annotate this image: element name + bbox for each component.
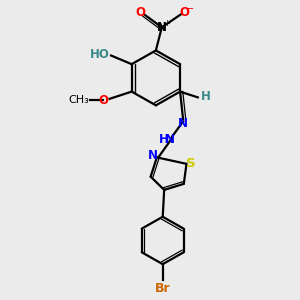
- Text: +: +: [163, 20, 169, 28]
- Text: N: N: [148, 149, 158, 162]
- Text: N: N: [178, 117, 188, 130]
- Text: HO: HO: [90, 48, 110, 61]
- Text: Br: Br: [155, 282, 170, 296]
- Text: O: O: [98, 94, 108, 107]
- Text: H: H: [159, 133, 169, 146]
- Text: H: H: [201, 90, 211, 103]
- Text: N: N: [165, 133, 175, 146]
- Text: O: O: [136, 5, 146, 19]
- Text: −: −: [186, 4, 194, 14]
- Text: CH₃: CH₃: [69, 95, 90, 105]
- Text: S: S: [186, 157, 195, 170]
- Text: N: N: [157, 21, 167, 34]
- Text: O: O: [179, 5, 190, 19]
